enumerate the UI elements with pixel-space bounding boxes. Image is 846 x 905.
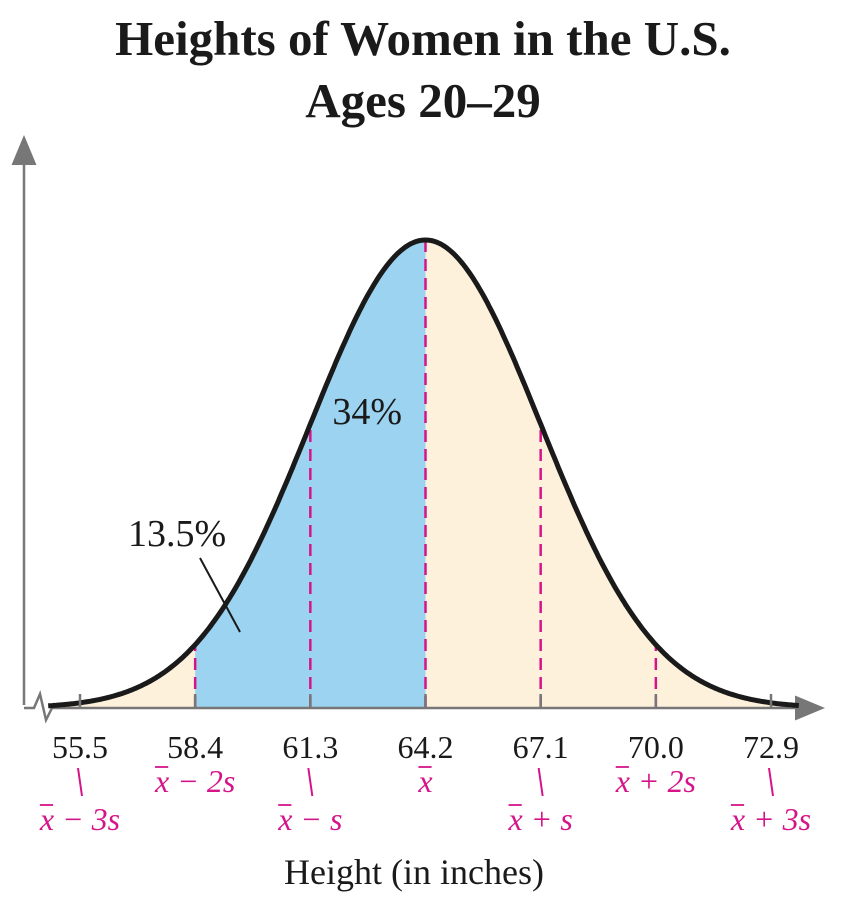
chart-subtitle: Ages 20–29 — [305, 73, 541, 128]
tick-symbol-64.2: x — [417, 763, 432, 799]
tick-symbol-61.3: x − s — [277, 801, 342, 837]
symbol-connector-55.5 — [77, 767, 83, 797]
tick-label-67.1: 67.1 — [513, 729, 569, 765]
label-13-5-leader-line — [199, 557, 241, 633]
tick-symbol-72.9: x + 3s — [730, 801, 811, 837]
chart-title: Heights of Women in the U.S. — [115, 11, 731, 66]
label-34-percent: 34% — [332, 391, 402, 433]
symbol-connector-72.9 — [768, 767, 774, 797]
tick-symbol-67.1: x + s — [508, 801, 573, 837]
normal-curve — [47, 237, 800, 709]
tick-label-61.3: 61.3 — [282, 729, 338, 765]
x-axis-label: Height (in inches) — [284, 852, 544, 892]
label-13-5-percent: 13.5% — [128, 513, 226, 555]
tick-symbol-55.5: x − 3s — [39, 801, 120, 837]
x-axis — [24, 689, 825, 724]
tick-label-72.9: 72.9 — [743, 729, 799, 765]
tick-label-70.0: 70.0 — [628, 729, 684, 765]
tick-symbol-70.0: x + 2s — [615, 763, 696, 799]
tick-label-55.5: 55.5 — [52, 729, 108, 765]
tick-label-64.2: 64.2 — [398, 729, 454, 765]
tick-label-58.4: 58.4 — [167, 729, 223, 765]
symbol-connector-67.1 — [537, 767, 544, 797]
tick-symbol-58.4: x − 2s — [154, 763, 235, 799]
symbol-connector-61.3 — [307, 767, 314, 797]
